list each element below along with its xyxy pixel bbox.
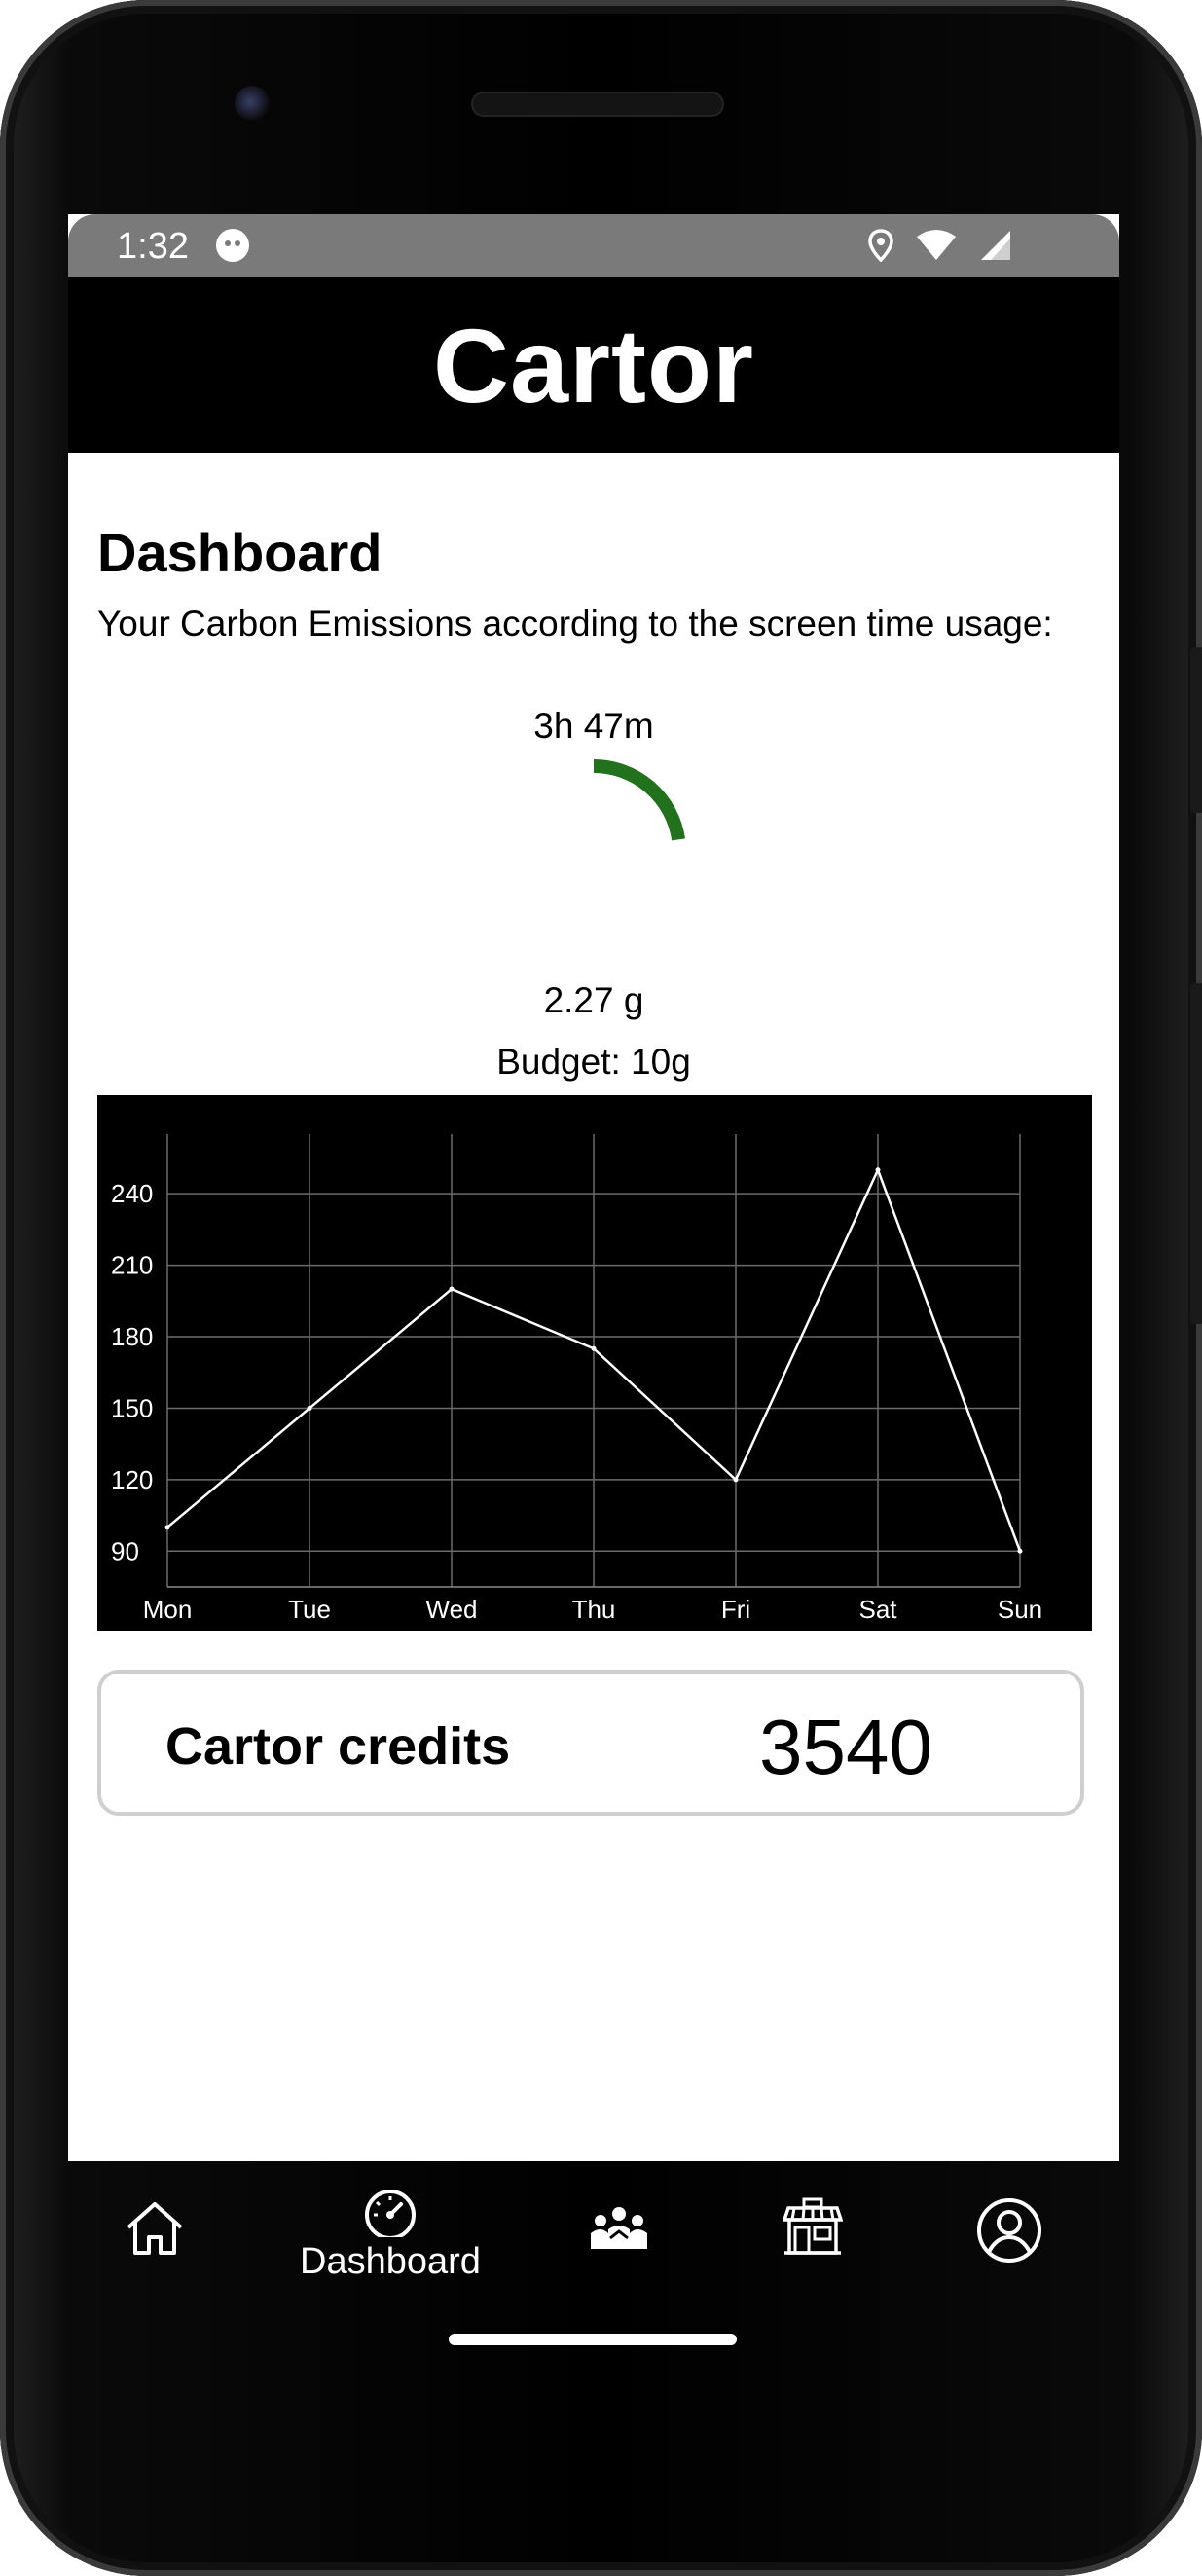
data-point <box>875 1167 881 1173</box>
notification-icon <box>216 229 249 262</box>
nav-community[interactable] <box>589 2206 649 2251</box>
bottom-navigation: Dashboard <box>68 2161 1119 2337</box>
community-icon <box>591 2207 647 2249</box>
credits-value: 3540 <box>759 1704 932 1790</box>
nav-dashboard[interactable]: Dashboard <box>300 2189 481 2283</box>
y-tick-label: 180 <box>111 1322 153 1351</box>
app-bar: Cartor <box>68 277 1119 453</box>
cellular-signal-icon <box>981 231 1010 260</box>
y-tick-label: 150 <box>111 1393 153 1422</box>
location-icon <box>868 229 893 262</box>
page-title: Dashboard <box>97 522 382 583</box>
emissions-gauge <box>594 759 686 841</box>
status-time: 1:32 <box>117 226 189 267</box>
credits-label: Cartor credits <box>165 1717 511 1776</box>
data-point <box>307 1405 312 1411</box>
app-title: Cartor <box>432 306 755 424</box>
emissions-gauge-arc <box>594 759 686 841</box>
nav-dashboard-label: Dashboard <box>300 2241 481 2282</box>
data-point <box>591 1345 597 1351</box>
home-icon <box>127 2202 183 2255</box>
earpiece-speaker <box>471 92 724 117</box>
power-button <box>1190 647 1202 813</box>
credits-card: Cartor credits 3540 <box>97 1670 1084 1816</box>
nav-home[interactable] <box>125 2200 185 2257</box>
x-tick-label: Mon <box>143 1595 193 1624</box>
x-tick-label: Sat <box>858 1595 897 1624</box>
front-camera <box>235 86 270 121</box>
x-tick-label: Wed <box>426 1595 478 1624</box>
volume-button <box>1190 983 1202 1324</box>
dashboard-content: Dashboard Your Carbon Emissions accordin… <box>68 453 1119 2161</box>
status-bar: 1:32 <box>68 214 1119 277</box>
emissions-budget: Budget: 10g <box>496 1042 691 1082</box>
data-point <box>1017 1548 1023 1554</box>
data-point <box>733 1477 739 1483</box>
nav-profile[interactable] <box>975 2196 1043 2264</box>
weekly-screen-time-chart: Mon Tue Wed Thu Fri Sat Sun 90 120 150 180 210 240 <box>97 1095 1092 1631</box>
status-icons <box>868 229 1012 262</box>
data-point <box>164 1525 170 1530</box>
store-icon <box>783 2197 843 2255</box>
x-tick-label: Sun <box>998 1595 1042 1624</box>
screen: 1:32 Cartor Dashboard Your Carbon Emissi… <box>68 214 1119 2161</box>
x-tick-label: Fri <box>721 1595 750 1624</box>
emissions-value: 2.27 g <box>543 980 644 1020</box>
y-tick-label: 120 <box>111 1465 153 1494</box>
y-tick-label: 240 <box>111 1179 153 1208</box>
dashboard-gauge-icon <box>364 2190 416 2237</box>
x-tick-label: Tue <box>288 1595 331 1624</box>
x-tick-label: Thu <box>572 1595 616 1624</box>
y-tick-label: 210 <box>111 1251 153 1280</box>
y-tick-label: 90 <box>111 1536 139 1565</box>
wifi-icon <box>917 230 956 260</box>
nav-store[interactable] <box>783 2196 843 2257</box>
profile-icon <box>977 2198 1041 2263</box>
data-point <box>449 1286 455 1292</box>
emissions-description: Your Carbon Emissions according to the s… <box>97 604 1053 644</box>
screen-time-value: 3h 47m <box>533 706 654 746</box>
home-indicator[interactable] <box>449 2334 737 2345</box>
